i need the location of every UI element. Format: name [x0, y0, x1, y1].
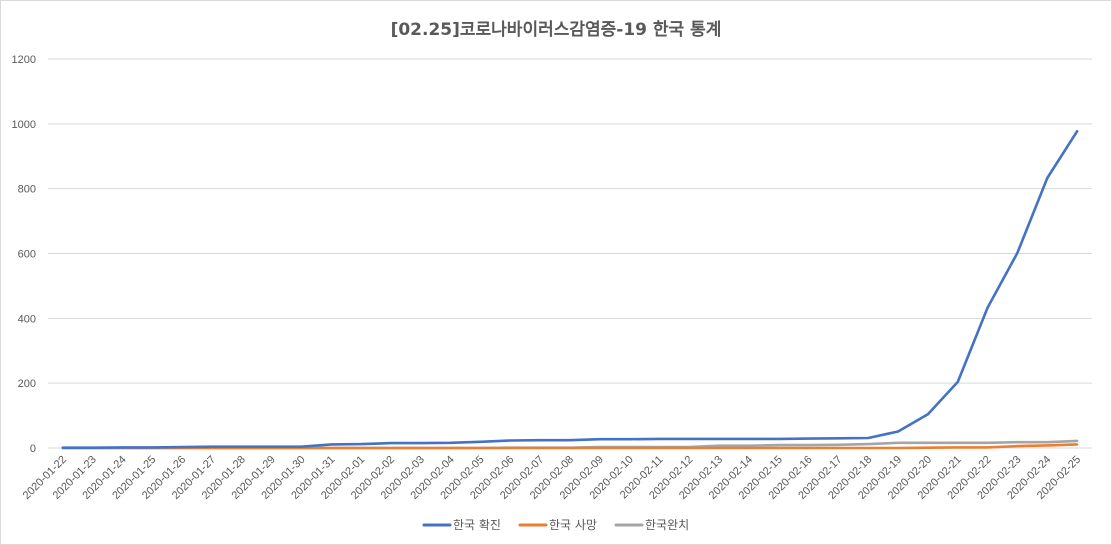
y-tick-label: 1000 — [12, 119, 36, 131]
y-tick-label: 200 — [18, 378, 36, 390]
y-tick-label: 0 — [30, 443, 36, 455]
legend-label: 한국 사망 — [549, 518, 597, 532]
y-tick-label: 1200 — [12, 54, 36, 66]
chart-title: [02.25]코로나바이러스감염증-19 한국 통계 — [391, 20, 722, 40]
y-tick-label: 800 — [18, 184, 36, 196]
y-axis-ticks: 0 200 400 600 800 1000 1200 — [12, 54, 36, 455]
x-axis-ticks: 2020-01-222020-01-232020-01-242020-01-25… — [21, 454, 1083, 502]
legend-label: 한국완치 — [645, 518, 689, 532]
series-line-1 — [61, 443, 1079, 450]
y-tick-label: 600 — [18, 249, 36, 261]
legend: 한국 확진 한국 사망 한국완치 — [422, 518, 689, 532]
gridlines — [48, 58, 1092, 449]
y-tick-label: 400 — [18, 313, 36, 325]
series-line-0 — [61, 130, 1079, 450]
series-lines — [61, 130, 1079, 450]
legend-label: 한국 확진 — [453, 518, 501, 532]
